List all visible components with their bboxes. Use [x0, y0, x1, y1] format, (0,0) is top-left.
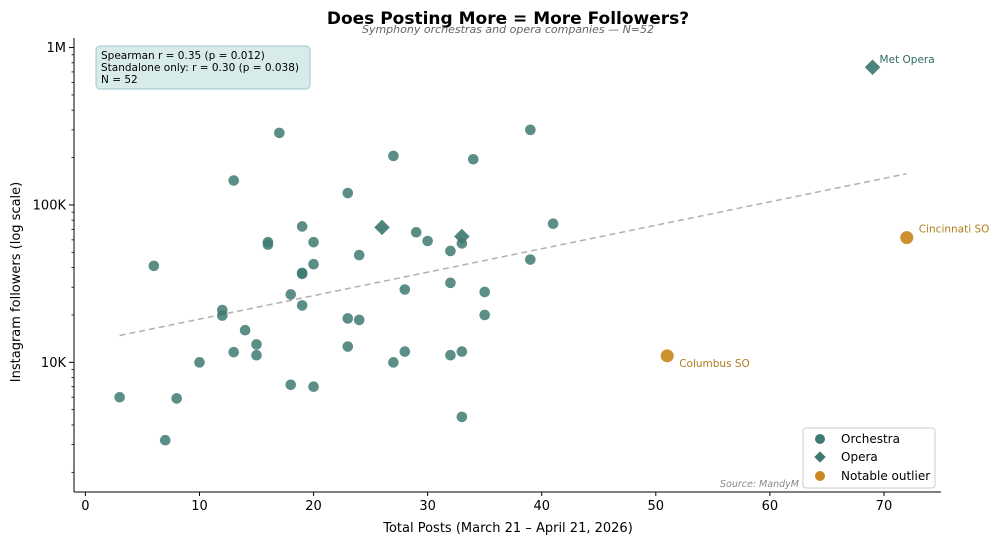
stats-line-2: Standalone only: r = 0.30 (p = 0.038) [101, 62, 299, 74]
y-tick-label: 1M [47, 41, 67, 56]
trendline [119, 172, 907, 337]
orchestra-point [479, 309, 490, 321]
legend-orchestra-label: Orchestra [841, 432, 900, 446]
x-tick-label: 70 [876, 499, 893, 514]
orchestra-point [171, 393, 182, 404]
orchestra-point [445, 245, 456, 257]
point-annotation: Cincinnati SO [919, 224, 990, 236]
points-layer [114, 59, 914, 446]
orchestra-point [194, 357, 205, 368]
orchestra-point [388, 150, 399, 162]
orchestra-point [388, 357, 399, 368]
chart-title: Does Posting More = More Followers? [327, 9, 689, 29]
orchestra-point [342, 187, 354, 199]
legend-orchestra-marker [815, 434, 825, 444]
x-tick-label: 10 [191, 499, 208, 514]
legend-outlier-marker [815, 471, 825, 481]
orchestra-point [296, 221, 308, 232]
legend-opera-label: Opera [841, 450, 878, 464]
x-axis-label: Total Posts (March 21 – April 21, 2026) [382, 521, 633, 536]
trendline-layer [119, 172, 907, 337]
orchestra-point [262, 239, 274, 250]
orchestra-point [228, 346, 240, 358]
orchestra-point [445, 277, 456, 289]
orchestra-point [159, 434, 171, 446]
orchestra-point [296, 268, 308, 280]
chart-subtitle: Symphony orchestras and opera companies … [362, 23, 654, 36]
x-tick-label: 30 [419, 499, 436, 514]
point-annotation: Met Opera [880, 54, 935, 66]
annotation-layer: Met Opera Cincinnati SO Columbus SO [679, 54, 989, 370]
source-note: Source: MandyM [720, 479, 799, 490]
orchestra-point [410, 227, 422, 238]
orchestra-point [445, 349, 456, 361]
orchestra-point [479, 286, 490, 298]
orchestra-point [353, 249, 365, 261]
y-axis-label: Instagram followers (log scale) [9, 182, 24, 382]
stats-box: Spearman r = 0.35 (p = 0.012) Standalone… [95, 45, 311, 90]
legend: Orchestra Opera Notable outlier [802, 427, 936, 489]
orchestra-point [353, 314, 365, 326]
opera-point [454, 228, 470, 245]
orchestra-point [239, 324, 251, 336]
orchestra-point [251, 339, 262, 350]
orchestra-point [399, 346, 411, 357]
legend-outlier-label: Notable outlier [841, 469, 930, 483]
x-tick-label: 60 [762, 499, 779, 514]
orchestra-point [525, 254, 536, 265]
orchestra-point [285, 379, 297, 391]
point-annotation: Columbus SO [679, 358, 750, 370]
orchestra-point [308, 236, 319, 248]
orchestra-point [467, 153, 479, 165]
orchestra-point [274, 127, 285, 139]
orchestra-point [399, 284, 411, 295]
orchestra-point [308, 381, 319, 393]
orchestra-point [456, 346, 468, 357]
x-tick-label: 50 [648, 499, 665, 514]
orchestra-point [342, 341, 354, 352]
opera-point [374, 219, 390, 236]
orchestra-point [148, 260, 160, 272]
orchestra-point [547, 218, 559, 229]
x-tick-label: 40 [533, 499, 550, 514]
orchestra-point [228, 175, 240, 186]
opera-point [864, 59, 881, 75]
orchestra-point [308, 258, 319, 270]
outlier-point [900, 231, 914, 245]
y-tick-label: 100K [33, 198, 67, 213]
orchestra-point [525, 124, 536, 136]
orchestra-point [114, 391, 125, 403]
x-tick-label: 0 [81, 499, 89, 514]
orchestra-point [342, 313, 354, 324]
y-tick-label: 10K [41, 356, 67, 371]
stats-line-1: Spearman r = 0.35 (p = 0.012) [101, 50, 265, 62]
x-tick-label: 20 [305, 499, 322, 514]
orchestra-point [422, 235, 433, 247]
orchestra-point [285, 289, 297, 300]
stats-line-3: N = 52 [101, 74, 138, 86]
axes-layer: 0 10 20 30 40 50 60 70 10K 100K 1M [33, 38, 941, 514]
orchestra-point [217, 310, 228, 321]
orchestra-point [456, 411, 468, 423]
outlier-point [660, 349, 674, 363]
orchestra-point [296, 300, 308, 311]
legend-opera-marker [814, 451, 826, 463]
orchestra-point [251, 349, 262, 361]
